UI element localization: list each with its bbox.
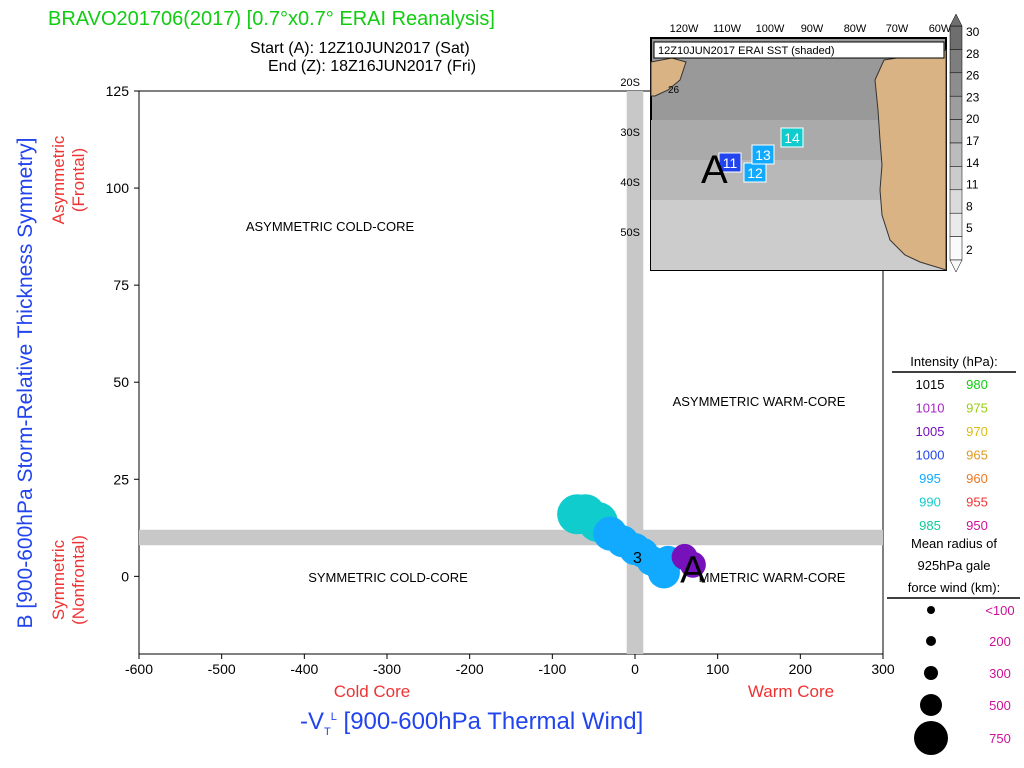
inset-box: [780, 127, 804, 148]
colorbar-bottom-arrow: [949, 259, 963, 273]
inset-lat-label: 30S: [620, 127, 640, 139]
inset-title-box: [653, 41, 945, 59]
central-america-land: [650, 57, 687, 97]
colorbar-segment: [949, 119, 963, 144]
colorbar-segment: [949, 236, 963, 261]
inset-box-label: 11: [723, 155, 738, 171]
inset-lon-label: 100W: [756, 23, 785, 35]
x-tick-label: -400: [290, 661, 318, 677]
vertical-zero-band: [626, 91, 644, 654]
track-label: 3: [633, 550, 642, 567]
colorbar-label: 28: [966, 47, 980, 61]
inset-latitude-labels: 20S 30S 40S 50S: [620, 77, 640, 239]
colorbar-segment: [949, 72, 963, 97]
colorbar-label: 30: [966, 25, 980, 39]
inset-box-label: 13: [755, 147, 771, 163]
y-tick-label: 0: [121, 568, 129, 584]
x-axis-label: -VTL [900-600hPa Thermal Wind]: [300, 708, 643, 738]
colorbar-label: 11: [966, 178, 979, 192]
y-tick-label: 50: [113, 374, 129, 390]
inset-lon-label: 60W: [929, 23, 952, 35]
inset-lon-label: 80W: [844, 23, 867, 35]
inset-box-label: 14: [784, 130, 800, 146]
inset-longitude-labels: 120W 110W 100W 90W 80W 70W 60W: [670, 23, 952, 35]
x-axis-label-subscript: T: [324, 725, 331, 738]
x-tick-label: -100: [538, 661, 566, 677]
inset-lat-label: 50S: [620, 227, 640, 239]
x-axis-label-superscript: L: [330, 711, 337, 723]
x-tick-label: -600: [125, 661, 153, 677]
colorbar-label: 23: [966, 90, 980, 104]
inset-map: 12Z10JUN2017 ERAI SST (shaded) 26 120W 11…: [620, 23, 952, 271]
colorbar-segment: [949, 212, 963, 237]
inset-title: 12Z10JUN2017 ERAI SST (shaded): [658, 45, 835, 57]
x-tick-label: 300: [871, 661, 895, 677]
nonfrontal-label: (Nonfrontal): [69, 535, 88, 625]
colorbar-label: 17: [966, 134, 980, 148]
quadrant-label-symmetric-cold: SYMMETRIC COLD-CORE: [308, 570, 468, 585]
asymmetric-label: Asymmetric: [49, 135, 68, 224]
colorbar-segment: [949, 95, 963, 120]
y-axis-ticks: 0 25 50 75 100 125: [106, 83, 139, 584]
symmetric-label: Symmetric: [49, 539, 68, 620]
quadrant-label-asymmetric-cold: ASYMMETRIC COLD-CORE: [246, 219, 415, 234]
frontal-label: (Frontal): [69, 148, 88, 212]
x-axis-ticks: -600 -500 -400 -300 -200 -100 0 100 200 300: [125, 654, 895, 677]
colorbar-top-arrow: [949, 13, 963, 27]
inset-box-label: 12: [747, 165, 763, 181]
inset-lon-label: 110W: [713, 23, 742, 35]
horizontal-zero-band: [139, 529, 883, 546]
colorbar-segment: [949, 142, 963, 167]
cold-core-label: Cold Core: [334, 682, 411, 701]
y-axis-label: B [900-600hPa Storm-Relative Thickness S…: [14, 138, 37, 629]
warm-core-label: Warm Core: [748, 682, 834, 701]
inset-start-marker: A: [701, 148, 728, 192]
track-label: A: [680, 549, 706, 591]
colorbar-label: 8: [966, 199, 973, 213]
track-point: [679, 551, 706, 578]
sst-colorbar: 30 28 26 23 20 17 14 11 8 5 2: [949, 13, 980, 273]
y-tick-label: 25: [113, 471, 129, 487]
south-america-land: [874, 49, 947, 271]
x-tick-label: -200: [456, 661, 484, 677]
y-tick-label: 75: [113, 277, 129, 293]
colorbar-segment: [949, 25, 963, 50]
inset-lon-label: 90W: [801, 23, 824, 35]
inset-track-boxes: 11 12 13 14: [718, 127, 804, 183]
end-time-label: End (Z): 18Z16JUN2017 (Fri): [268, 58, 477, 75]
inset-box: [718, 152, 742, 173]
inset-box: [751, 144, 775, 165]
colorbar-label: 2: [966, 243, 973, 257]
colorbar-label: 26: [966, 69, 980, 83]
x-tick-label: -300: [373, 661, 401, 677]
inset-lon-label: 120W: [670, 23, 699, 35]
y-tick-label: 100: [106, 180, 130, 196]
x-tick-label: -500: [208, 661, 236, 677]
track-points: [557, 494, 706, 589]
colorbar-label: 20: [966, 112, 980, 126]
chart-title: BRAVO201706(2017) [0.7°x0.7° ERAI Reanal…: [48, 8, 495, 30]
quadrant-label-symmetric-warm: MMETRIC WARM-CORE: [699, 570, 846, 585]
y-tick-label: 125: [106, 83, 130, 99]
colorbar-segment: [949, 189, 963, 214]
inset-contour-label: 26: [668, 85, 680, 96]
inset-lat-label: 40S: [620, 177, 640, 189]
x-axis-label-prefix: -V: [300, 708, 324, 735]
colorbar-label: 14: [966, 156, 980, 170]
quadrant-label-asymmetric-warm: ASYMMETRIC WARM-CORE: [673, 394, 846, 409]
x-tick-label: 0: [631, 661, 639, 677]
inset-lon-label: 70W: [886, 23, 909, 35]
colorbar-segment: [949, 166, 963, 191]
x-axis-label-rest: [900-600hPa Thermal Wind]: [336, 708, 644, 735]
start-time-label: Start (A): 12Z10JUN2017 (Sat): [250, 40, 470, 57]
colorbar-segment: [949, 49, 963, 74]
x-tick-label: 100: [706, 661, 730, 677]
inset-lat-label: 20S: [620, 77, 640, 89]
colorbar-label: 5: [966, 221, 973, 235]
x-tick-label: 200: [789, 661, 813, 677]
